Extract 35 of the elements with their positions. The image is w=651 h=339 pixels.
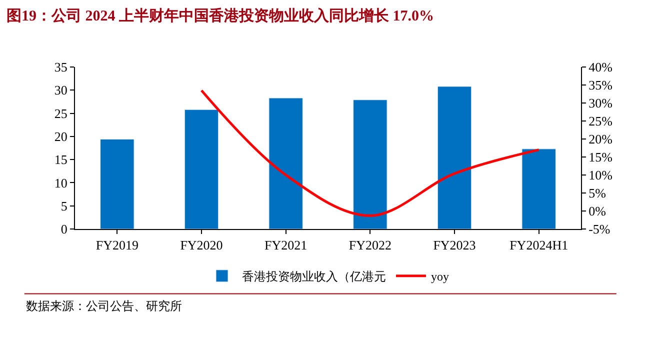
- x-tick-label: FY2020: [180, 238, 223, 253]
- y-tick-label: 25: [54, 106, 68, 121]
- y2-tick-label: 10%: [588, 168, 613, 183]
- chart-title: 图19：公司 2024 上半财年中国香港投资物业收入同比增长 17.0%: [6, 8, 434, 25]
- y2-tick-label: 35%: [588, 78, 613, 93]
- y-tick-label: 15: [54, 152, 68, 168]
- line-series: [200, 89, 540, 217]
- y2-tick-label: 20%: [588, 132, 613, 147]
- legend-label: yoy: [431, 270, 449, 284]
- bar: [437, 86, 472, 229]
- y2-tick-label: -5%: [588, 222, 610, 237]
- bar: [353, 100, 388, 229]
- bar: [184, 109, 219, 229]
- source-note: 数据来源：公司公告、研究所: [26, 299, 182, 313]
- y2-tick-label: 5%: [588, 186, 606, 201]
- bar: [100, 138, 134, 229]
- y-tick-label: 10: [54, 175, 68, 190]
- y-tick-label: 20: [54, 128, 68, 144]
- y-tick-label: 0: [60, 222, 68, 237]
- x-tick-label: FY2021: [264, 238, 308, 253]
- bar: [268, 98, 303, 229]
- bar: [522, 148, 556, 229]
- x-tick-label: FY2019: [96, 238, 138, 253]
- x-tick-label: FY2023: [433, 238, 476, 253]
- y-tick-label: 5: [60, 198, 68, 214]
- y2-tick-label: 0%: [588, 204, 606, 219]
- y-tick-label: 30: [54, 82, 68, 98]
- x-tick-label: FY2024H1: [510, 238, 568, 253]
- x-tick-label: FY2022: [348, 238, 392, 253]
- y2-tick-label: 15%: [588, 150, 613, 165]
- y2-tick-label: 30%: [588, 96, 613, 111]
- legend-label: 香港投资物业收入（亿港元: [242, 270, 386, 284]
- y-tick-label: 35: [54, 60, 68, 75]
- y2-tick-label: 25%: [588, 114, 613, 129]
- y2-tick-label: 40%: [588, 60, 613, 75]
